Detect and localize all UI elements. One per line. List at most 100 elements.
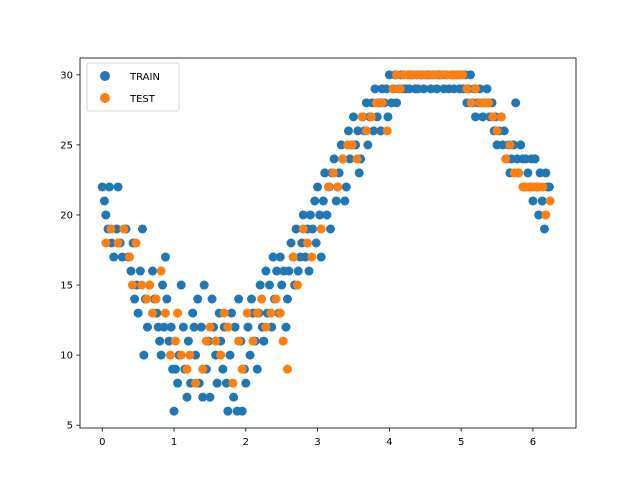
data-point-test [377,98,387,108]
data-point-train [207,294,217,304]
data-point-test [458,70,468,80]
data-point-train [284,266,294,276]
data-point-test [261,322,271,332]
data-point-test [278,336,288,346]
data-point-test [205,322,215,332]
plot-frame [79,57,577,429]
data-point-test [148,308,157,318]
data-point-test [237,364,247,374]
data-point-test [323,182,333,192]
data-point-train [419,84,429,94]
data-point-train [166,322,176,332]
data-point-train [537,196,547,206]
data-point-train [315,210,325,220]
data-point-train [156,350,166,360]
data-point-test [288,252,298,262]
data-point-train [218,364,228,374]
x-tick-label: 0 [99,437,105,448]
data-point-train [363,140,373,150]
data-point-train [148,266,157,276]
data-point-test [328,168,338,178]
data-point-train [183,336,193,346]
data-point-test [514,168,524,178]
data-point-test [462,84,472,94]
data-point-test [137,280,147,290]
data-point-train [159,322,169,332]
x-tick-label: 5 [458,437,464,448]
data-point-train [170,364,180,374]
data-point-train [189,322,199,332]
data-point-train [345,154,355,164]
data-point-train [326,224,336,234]
data-point-train [281,322,291,332]
data-point-test [257,294,267,304]
data-point-train [193,294,203,304]
data-point-train [135,266,145,276]
data-point-test [361,126,371,136]
data-point-train [354,168,364,178]
data-point-test [282,364,292,374]
data-point-test [182,364,192,374]
data-point-test [466,98,476,108]
data-point-train [282,294,292,304]
legend-label-train: TRAIN [129,72,160,83]
data-point-test [505,140,515,150]
data-point-train [188,308,198,318]
data-point-train [353,126,363,136]
y-tick-label: 15 [60,281,73,292]
legend: TRAIN TEST [86,62,180,112]
data-point-test [142,294,152,304]
data-point-test [388,84,398,94]
data-point-test [483,98,493,108]
data-point-test [538,182,548,192]
data-point-train [291,224,301,234]
data-point-train [237,406,247,416]
data-point-train [178,322,188,332]
data-point-train [169,406,179,416]
data-point-train [308,224,318,234]
data-point-train [465,70,475,80]
data-point-test [248,336,258,346]
data-point-train [482,84,492,94]
y-tick-label: 20 [60,210,73,221]
data-point-train [336,140,346,150]
data-point-test [131,238,141,248]
data-point-train [369,126,379,136]
points-layer [97,70,555,416]
data-point-test [223,322,233,332]
data-point-test [492,126,502,136]
data-point-train [226,308,236,318]
data-point-train [255,280,265,290]
data-point-train [329,154,339,164]
data-point-train [331,196,341,206]
y-axis: 5 10 15 20 25 30 [60,70,80,432]
data-point-train [310,196,320,206]
data-point-test [160,308,170,318]
data-point-train [544,182,554,192]
x-tick-label: 1 [171,437,177,448]
data-point-train [199,280,209,290]
data-point-train [305,210,315,220]
legend-label-test: TEST [129,94,156,105]
x-tick-label: 6 [530,437,536,448]
data-point-train [173,378,183,388]
data-point-test [471,84,481,94]
data-point-train [139,350,149,360]
data-point-train [320,168,330,178]
data-point-train [478,112,488,122]
y-tick-label: 30 [60,70,73,81]
data-point-train [370,84,380,94]
data-point-test [541,210,551,220]
data-point-test [316,224,326,234]
x-tick-label: 4 [386,437,392,448]
data-point-train [259,336,269,346]
data-point-test [119,224,129,234]
data-point-train [530,154,540,164]
data-point-train [534,210,544,220]
data-point-train [348,112,358,122]
data-point-train [155,336,165,346]
data-point-test [191,378,201,388]
data-point-train [293,266,303,276]
data-point-train [223,406,233,416]
data-point-test [165,350,175,360]
